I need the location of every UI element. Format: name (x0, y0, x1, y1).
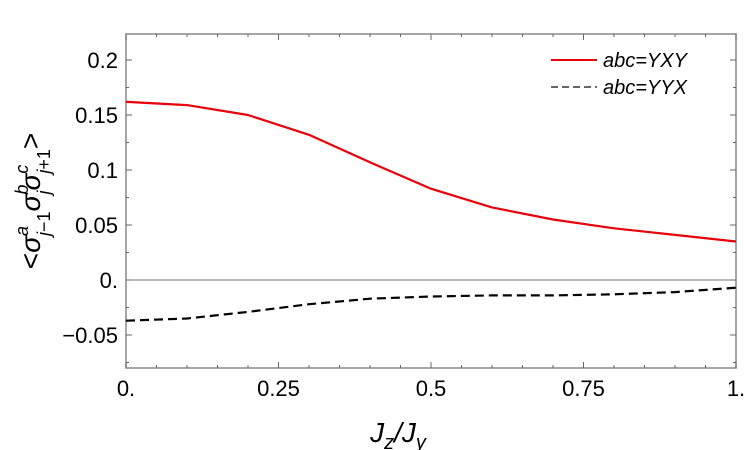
data-series (125, 100, 737, 322)
x-tick-labels: 0. 0.25 0.5 0.75 1. (117, 376, 745, 401)
legend: abc=YXY abc=YYX (551, 50, 689, 99)
y-tick-label: 0.1 (87, 158, 118, 183)
x-tick-label: 0.5 (416, 376, 447, 401)
series-line-2 (125, 286, 737, 322)
y-tick-label: 0. (100, 268, 118, 293)
y-tick-label: 0.2 (87, 48, 118, 73)
legend-label-1: abc=YXY (603, 50, 689, 72)
x-axis-label: Jz/Jy (369, 417, 427, 450)
y-axis-label: <σa j−1σb jσc j+1> (12, 133, 54, 269)
axis-ticks (125, 34, 737, 368)
legend-label-2: abc=YYX (603, 77, 688, 99)
x-tick-label: 0. (117, 376, 135, 401)
y-tick-label: 0.15 (75, 103, 118, 128)
y-tick-labels: −0.05 0. 0.05 0.1 0.15 0.2 (62, 48, 118, 348)
x-tick-label: 0.75 (562, 376, 605, 401)
x-tick-label: 0.25 (257, 376, 300, 401)
series-line-1 (125, 100, 737, 243)
y-tick-label: 0.05 (75, 213, 118, 238)
x-tick-label: 1. (727, 376, 745, 401)
y-tick-label: −0.05 (62, 323, 118, 348)
